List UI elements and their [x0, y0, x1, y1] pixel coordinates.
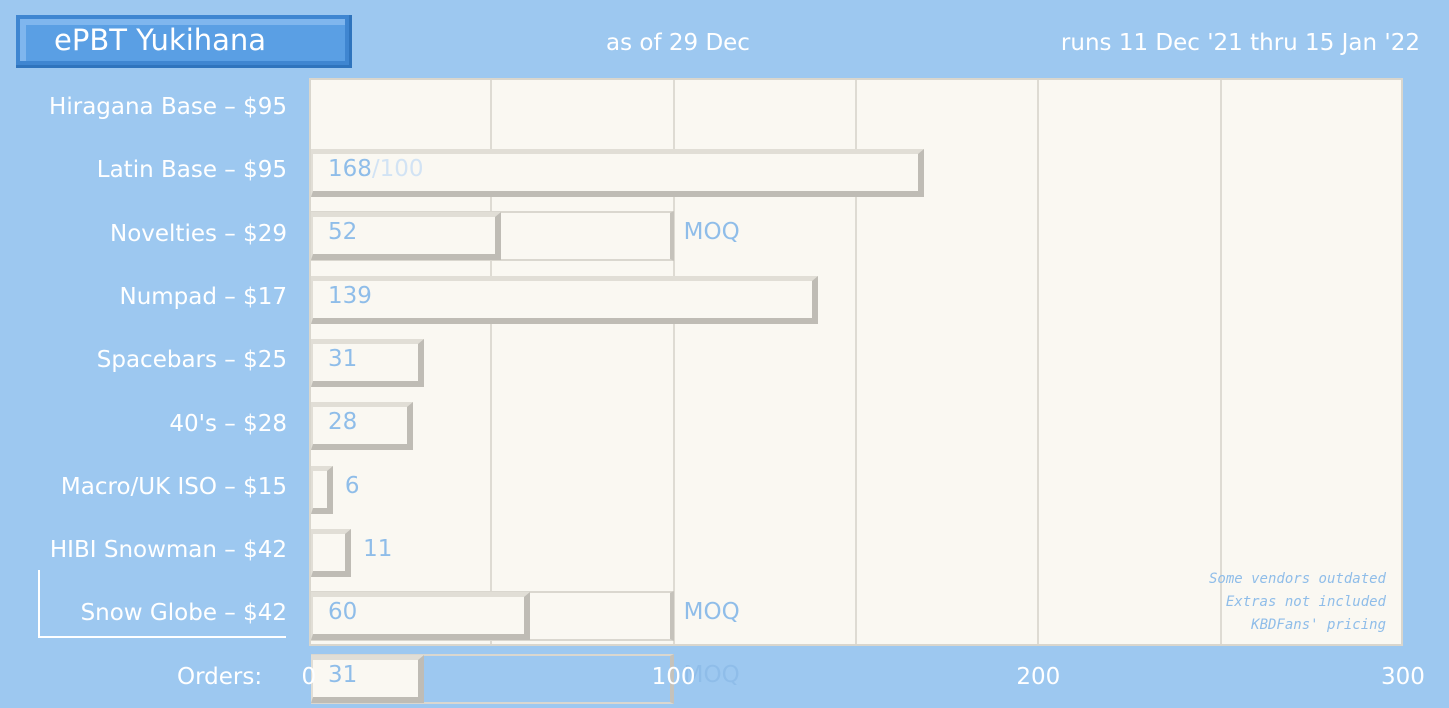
as-of-date: as of 29 Dec: [606, 30, 750, 56]
footnote: Extras not included: [1225, 594, 1386, 610]
plot-area: [309, 78, 1403, 705]
category-label: Snow Globe – $42: [80, 600, 287, 627]
bar-value: 139: [328, 282, 372, 309]
grid-line: [490, 80, 493, 644]
bar-value: 60: [328, 599, 358, 626]
bar-value-label: 11: [363, 536, 392, 562]
grid-line: [1037, 80, 1040, 644]
grid-line: [672, 80, 675, 644]
x-tick-label: 200: [1016, 664, 1061, 690]
x-tick-label: 0: [301, 664, 317, 690]
run-dates: runs 11 Dec '21 thru 15 Jan '22: [1060, 30, 1420, 56]
bar-value-label: 60: [328, 599, 357, 625]
bar-value-label: 31: [328, 346, 357, 372]
bar: [311, 338, 425, 387]
x-axis-label: Orders:: [177, 664, 263, 690]
moq-label: MOQ: [683, 662, 740, 689]
bar: [311, 275, 818, 324]
category-label: Macro/UK ISO – $15: [60, 473, 287, 500]
bar-value-label: 52: [328, 219, 357, 245]
moq-label: MOQ: [683, 599, 740, 626]
bar: [311, 528, 352, 577]
bar: [311, 465, 333, 514]
hibi-bracket: [38, 570, 286, 638]
bar-value-label: 31: [328, 662, 357, 688]
category-label: Spacebars – $25: [96, 347, 287, 374]
bar: [311, 402, 414, 451]
bar: [311, 212, 501, 261]
bar-value: 6: [344, 472, 360, 499]
category-label: Hiragana Base – $95: [49, 94, 287, 120]
bar-value: 11: [363, 535, 393, 562]
moq-label: MOQ: [683, 219, 740, 246]
bar-target-label: /100: [371, 156, 424, 182]
bar-value-label: 168/100: [328, 156, 424, 182]
category-label: Latin Base – $95: [96, 157, 287, 184]
bar-value-label: 139: [328, 283, 372, 309]
bar: [311, 149, 924, 197]
chart-title: ePBT Yukihana: [16, 15, 352, 68]
bar-value: 168: [328, 156, 372, 182]
category-label: Novelties – $29: [110, 220, 287, 247]
bar-value: 28: [328, 409, 358, 436]
bar-value: 31: [328, 345, 358, 372]
grid-line: [855, 80, 857, 644]
category-label: 40's – $28: [169, 410, 287, 437]
footnote: KBDFans' pricing: [1251, 617, 1386, 633]
bar-value-label: 28: [328, 409, 357, 435]
footnote: Some vendors outdated: [1208, 571, 1386, 587]
x-tick-label: 100: [651, 664, 696, 690]
bar-value: 52: [328, 219, 358, 246]
category-label: Numpad – $17: [119, 283, 287, 310]
grid-line: [1219, 80, 1222, 644]
bar-value: 31: [328, 662, 358, 689]
bar-value-label: 6: [345, 473, 360, 499]
category-label: HIBI Snowman – $42: [49, 537, 287, 564]
moq-outline: [311, 654, 674, 705]
bar: [311, 592, 530, 641]
x-tick-label: 300: [1381, 664, 1425, 690]
bar: [311, 655, 425, 704]
